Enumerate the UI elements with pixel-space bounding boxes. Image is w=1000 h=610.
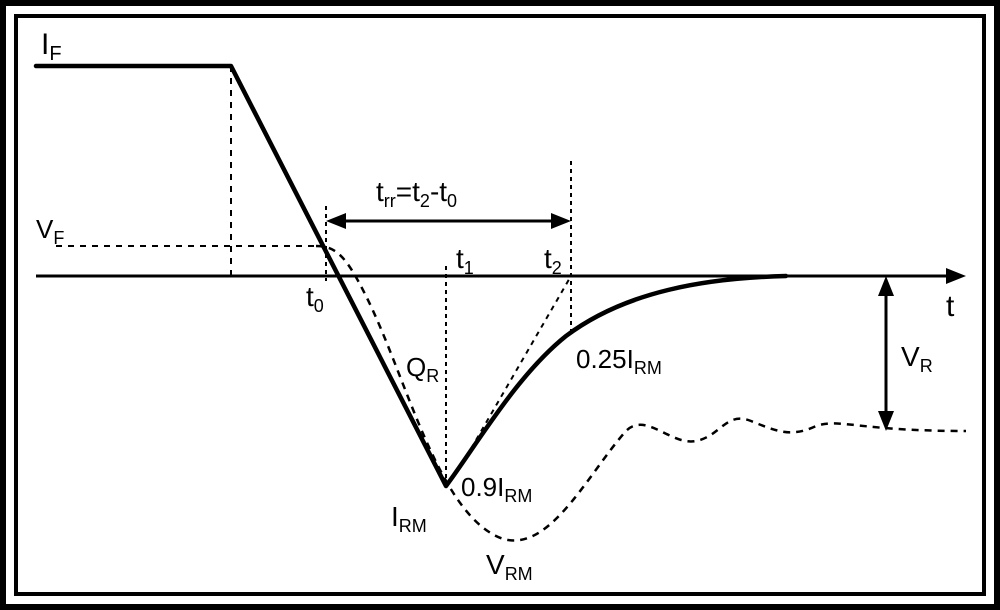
label-qr: QR: [406, 352, 439, 386]
voltage-curve: [316, 246, 966, 541]
label-vr: VR: [901, 341, 933, 376]
diagram-svg: IF VF t0 t1 t2 t trr=t2-t0 QR: [6, 6, 994, 604]
label-irm: IRM: [391, 501, 427, 536]
label-025irm: 0.25IRM: [576, 344, 662, 378]
label-09irm: 0.9IRM: [461, 472, 532, 506]
label-t-axis: t: [946, 290, 955, 323]
label-vf: VF: [36, 214, 64, 248]
label-t2: t2: [544, 243, 562, 278]
label-if: IF: [41, 28, 62, 65]
trr-arrow: [326, 213, 571, 229]
label-t1: t1: [456, 243, 474, 278]
label-vrm: VRM: [486, 549, 533, 584]
vr-arrow: [878, 276, 894, 431]
x-axis: [36, 268, 966, 284]
label-trr: trr=t2-t0: [376, 176, 457, 211]
label-t0: t0: [306, 281, 324, 316]
diagram-frame: IF VF t0 t1 t2 t trr=t2-t0 QR: [0, 0, 1000, 610]
